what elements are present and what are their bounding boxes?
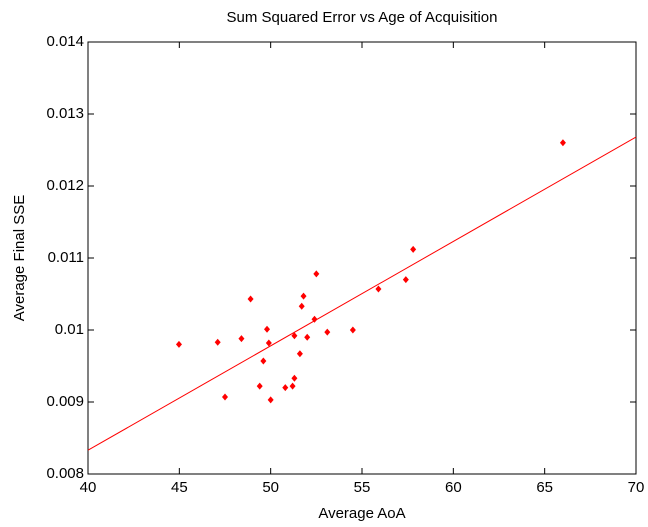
x-tick-label: 50: [262, 479, 279, 496]
data-point: [559, 139, 566, 147]
x-tick-label: 60: [445, 479, 462, 496]
y-tick-label: 0.009: [46, 393, 84, 410]
data-point: [311, 315, 318, 323]
data-point: [402, 276, 409, 284]
data-point: [291, 374, 298, 382]
data-point: [256, 382, 263, 390]
data-point: [324, 328, 331, 336]
data-point: [265, 339, 272, 347]
data-point: [238, 335, 245, 343]
data-point: [214, 338, 221, 346]
data-point: [296, 350, 303, 358]
x-tick-label: 65: [536, 479, 553, 496]
data-point: [291, 332, 298, 340]
y-tick-label: 0.013: [46, 105, 84, 122]
y-tick-label: 0.008: [46, 465, 84, 482]
data-point: [304, 333, 311, 341]
y-tick-label: 0.011: [48, 249, 84, 266]
data-point: [260, 357, 267, 365]
y-tick-label: 0.01: [55, 321, 84, 338]
data-point: [298, 302, 305, 310]
data-point: [289, 382, 296, 390]
data-point: [313, 270, 320, 278]
data-point: [282, 384, 289, 392]
data-point: [375, 285, 382, 293]
fit-line: [87, 136, 637, 451]
data-point: [300, 292, 307, 300]
x-tick-label: 70: [628, 479, 645, 496]
data-point: [410, 245, 417, 253]
chart-title: Sum Squared Error vs Age of Acquisition: [227, 9, 498, 26]
plot-area: [87, 41, 637, 475]
y-tick-label: 0.014: [46, 33, 84, 50]
x-axis-label: Average AoA: [318, 505, 405, 522]
data-point: [247, 295, 254, 303]
x-tick-label: 40: [80, 479, 97, 496]
y-axis-label: Average Final SSE: [11, 195, 28, 321]
data-point: [175, 340, 182, 348]
data-point: [264, 325, 271, 333]
data-point: [222, 393, 228, 401]
x-tick-label: 45: [171, 479, 188, 496]
data-point: [349, 326, 356, 334]
y-tick-label: 0.012: [46, 177, 84, 194]
x-tick-label: 55: [354, 479, 371, 496]
data-point: [267, 396, 274, 404]
